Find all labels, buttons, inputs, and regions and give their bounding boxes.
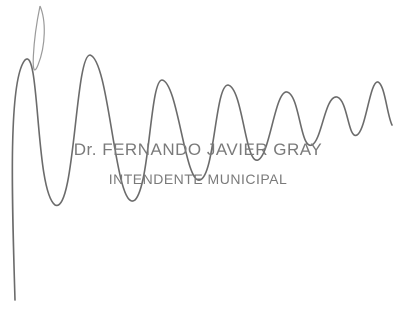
- signature-loop: [33, 6, 44, 70]
- stamp-name: Dr. FERNANDO JAVIER GRAY: [0, 140, 396, 160]
- stamp-position: INTENDENTE MUNICIPAL: [0, 171, 396, 187]
- page: Dr. FERNANDO JAVIER GRAY INTENDENTE MUNI…: [0, 0, 396, 312]
